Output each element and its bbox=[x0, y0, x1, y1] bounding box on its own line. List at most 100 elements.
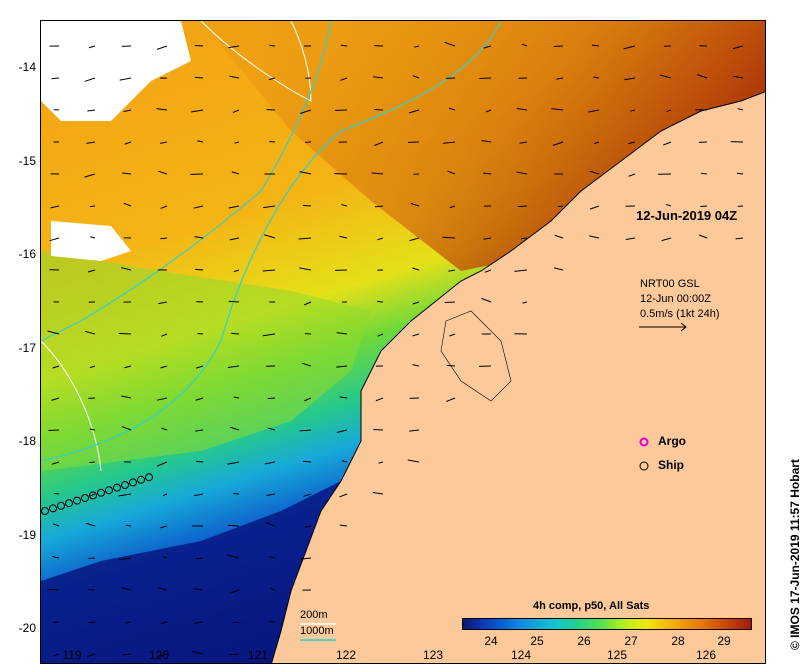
current-vector bbox=[89, 428, 96, 431]
ship-position bbox=[145, 473, 153, 482]
current-vector bbox=[194, 621, 204, 624]
x-tick-label: 119 bbox=[62, 648, 82, 662]
colorbar-label: 26 bbox=[577, 634, 591, 648]
vector-time-label: 12-Jun 00:00Z bbox=[640, 293, 711, 305]
current-vector bbox=[554, 234, 564, 239]
current-vector bbox=[268, 620, 276, 623]
current-vector bbox=[412, 333, 420, 337]
ship-position bbox=[89, 491, 97, 500]
sst-map bbox=[41, 21, 765, 663]
y-tick-label: -18 bbox=[18, 434, 36, 448]
current-vector bbox=[340, 44, 348, 47]
y-tick-label: -19 bbox=[18, 528, 36, 542]
current-vector bbox=[589, 205, 600, 210]
current-vector bbox=[336, 429, 348, 434]
colorbar-label: 29 bbox=[717, 634, 731, 648]
current-vector bbox=[52, 621, 60, 624]
ship-position bbox=[49, 504, 57, 513]
current-vector bbox=[160, 237, 168, 240]
vector-source-label: NRT00 GSL bbox=[640, 278, 700, 290]
current-vector bbox=[156, 45, 168, 50]
colorbar-label: 25 bbox=[530, 634, 544, 648]
no-data-patch bbox=[51, 221, 131, 261]
current-vector bbox=[157, 587, 168, 591]
land-mass bbox=[271, 91, 765, 663]
vector-scale-arrow bbox=[639, 322, 687, 332]
current-vector bbox=[86, 653, 96, 658]
current-vector bbox=[483, 45, 492, 49]
ship-position bbox=[73, 496, 81, 505]
current-vector bbox=[589, 170, 600, 175]
current-vector bbox=[517, 205, 528, 208]
current-vector bbox=[299, 171, 312, 175]
current-vector bbox=[302, 204, 312, 207]
current-vector bbox=[89, 205, 96, 208]
current-vector bbox=[372, 492, 384, 495]
current-vector bbox=[263, 205, 276, 209]
current-vector bbox=[628, 141, 636, 145]
current-vector bbox=[698, 234, 708, 239]
current-vector bbox=[194, 493, 204, 497]
current-vector bbox=[266, 108, 276, 111]
current-vector bbox=[193, 205, 204, 209]
colorbar-label: 24 bbox=[484, 634, 498, 648]
current-vector bbox=[197, 140, 204, 143]
current-vector bbox=[194, 44, 204, 47]
current-vector bbox=[484, 269, 492, 273]
current-vector bbox=[230, 653, 240, 656]
y-tick-label: -16 bbox=[18, 247, 36, 261]
ship-position bbox=[129, 478, 137, 487]
current-vector bbox=[520, 237, 528, 240]
current-vector bbox=[195, 429, 204, 432]
current-vector bbox=[481, 297, 492, 303]
current-vector bbox=[485, 109, 492, 113]
current-vector bbox=[666, 109, 672, 112]
current-vector bbox=[341, 460, 348, 463]
current-vector bbox=[377, 237, 384, 241]
current-vector bbox=[121, 267, 132, 271]
map-area[interactable] bbox=[40, 20, 766, 664]
ship-position bbox=[41, 507, 49, 515]
current-vector bbox=[628, 173, 636, 177]
current-vector bbox=[407, 459, 420, 463]
current-vector bbox=[594, 141, 600, 145]
current-vector bbox=[374, 108, 384, 111]
current-vector bbox=[231, 171, 240, 175]
current-vector bbox=[624, 77, 636, 81]
current-vector bbox=[409, 429, 420, 432]
current-vector bbox=[193, 588, 204, 591]
current-vector bbox=[299, 109, 312, 114]
current-vector bbox=[156, 108, 168, 111]
current-vector bbox=[374, 141, 384, 146]
ship-track bbox=[41, 473, 153, 515]
current-vector bbox=[162, 493, 168, 497]
current-vector bbox=[481, 139, 492, 143]
current-vector bbox=[339, 493, 348, 498]
current-vector bbox=[160, 205, 168, 209]
legend-200m-label: 200m bbox=[300, 609, 328, 621]
current-vector bbox=[409, 109, 420, 114]
current-vector bbox=[663, 141, 672, 146]
current-vector bbox=[444, 41, 456, 47]
current-vector bbox=[267, 427, 276, 431]
sst-colorbar bbox=[462, 618, 752, 630]
current-vector bbox=[449, 333, 456, 337]
current-vector bbox=[557, 205, 564, 208]
colorbar-label: 27 bbox=[624, 634, 638, 648]
current-vector bbox=[447, 170, 456, 175]
current-vector bbox=[266, 493, 276, 496]
current-vector bbox=[229, 426, 240, 431]
gulf-area bbox=[440, 310, 512, 402]
current-vector bbox=[51, 461, 60, 465]
current-vector bbox=[122, 172, 132, 175]
current-vector bbox=[88, 557, 96, 560]
current-vector bbox=[449, 205, 456, 209]
current-vector bbox=[156, 461, 168, 467]
current-vector bbox=[442, 236, 456, 239]
current-vector bbox=[623, 45, 636, 50]
current-vector bbox=[553, 267, 564, 271]
y-tick-label: -20 bbox=[18, 621, 36, 635]
current-vector bbox=[589, 235, 600, 239]
current-vector bbox=[158, 170, 168, 175]
current-vector bbox=[49, 237, 60, 242]
